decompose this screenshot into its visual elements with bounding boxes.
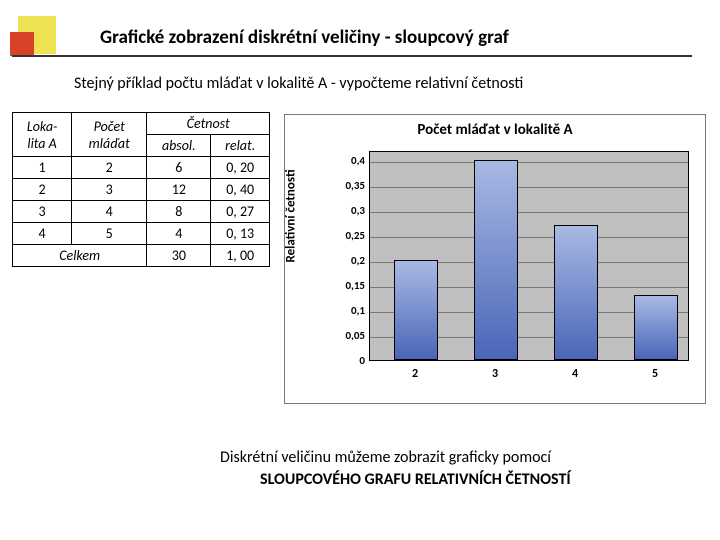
x-tick-label: 4 (553, 367, 597, 381)
x-tick-label: 3 (473, 367, 517, 381)
th-cnt-b: mláďat (89, 135, 130, 152)
y-tick-label: 0,2 (315, 254, 365, 267)
subtitle: Stejný příklad počtu mláďat v lokalitě A… (74, 74, 523, 93)
table-row: 3 4 8 0, 27 (13, 201, 270, 223)
th-loc-a: Loka- (27, 118, 57, 135)
table-row-total: Celkem 30 1, 00 (13, 245, 270, 267)
y-tick-label: 0,35 (315, 179, 365, 192)
th-rel: relat. (211, 135, 270, 157)
y-tick-label: 0,3 (315, 204, 365, 217)
gridline (370, 212, 688, 213)
y-tick-label: 0,4 (315, 154, 365, 167)
th-freq: Četnost (147, 113, 270, 135)
title-underline (12, 55, 692, 57)
th-cnt-a: Počet (94, 118, 125, 135)
x-tick-label: 2 (393, 367, 437, 381)
chart-title: Počet mláďat v lokalitě A (285, 121, 705, 139)
bar (474, 160, 518, 360)
table-row: 2 3 12 0, 40 (13, 179, 270, 201)
bar (634, 295, 678, 360)
th-abs: absol. (147, 135, 211, 157)
bar (394, 260, 438, 360)
bar (554, 225, 598, 360)
deco-square-red (10, 32, 34, 56)
gridline (370, 187, 688, 188)
y-tick-label: 0,1 (315, 304, 365, 317)
x-tick-label: 5 (633, 367, 677, 381)
th-loc-b: lita A (27, 135, 56, 152)
table-row: 4 5 4 0, 13 (13, 223, 270, 245)
data-table: Loka-lita A Početmláďat Četnost absol. r… (12, 112, 270, 267)
table-row: 1 2 6 0, 20 (13, 157, 270, 179)
y-tick-label: 0,05 (315, 329, 365, 342)
y-axis-label: Relativní četnosti (284, 169, 299, 262)
y-tick-label: 0 (315, 354, 365, 367)
page-title: Grafické zobrazení diskrétní veličiny - … (100, 26, 509, 49)
plot-area (369, 151, 689, 361)
gridline (370, 162, 688, 163)
footer-line-1: Diskrétní veličinu můžeme zobrazit grafi… (220, 448, 551, 467)
y-tick-label: 0,15 (315, 279, 365, 292)
gridline (370, 237, 688, 238)
footer-line-2: SLOUPCOVÉHO GRAFU RELATIVNÍCH ČETNOSTÍ (260, 470, 571, 489)
bar-chart: Počet mláďat v lokalitě A Relativní četn… (284, 114, 706, 404)
y-tick-label: 0,25 (315, 229, 365, 242)
